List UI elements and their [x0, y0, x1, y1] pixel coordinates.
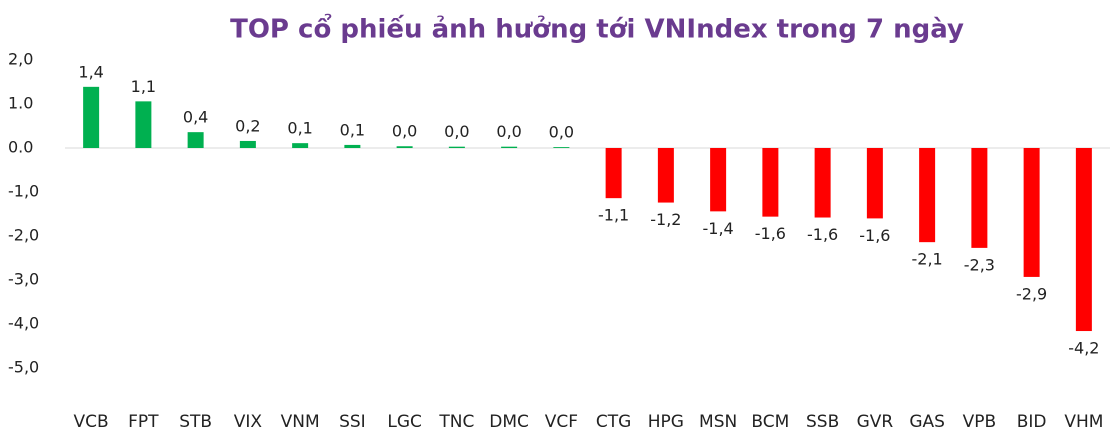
y-tick-label: -5,0	[8, 358, 39, 377]
bar	[553, 147, 570, 148]
bar	[135, 101, 152, 148]
bar	[292, 143, 309, 148]
value-label: -2,1	[912, 250, 943, 269]
bar	[187, 132, 204, 148]
value-label: -1,6	[859, 226, 890, 245]
bar	[710, 148, 727, 212]
x-tick-label: VPB	[963, 412, 997, 432]
x-tick-label: STB	[179, 412, 212, 432]
bar	[501, 146, 518, 148]
x-tick-label: DMC	[489, 412, 529, 432]
y-tick-label: -4,0	[8, 314, 39, 333]
value-label: 0,2	[235, 116, 260, 135]
x-tick-label: CTG	[596, 412, 631, 432]
x-tick-label: GAS	[909, 412, 945, 432]
y-tick-label: 0.0	[8, 138, 33, 157]
x-tick-label: VNM	[281, 412, 320, 432]
y-tick-label: -2,0	[8, 226, 39, 245]
value-label: -1,6	[755, 224, 786, 243]
value-label: -2,3	[964, 255, 995, 274]
x-tick-label: BID	[1017, 412, 1047, 432]
bar	[448, 146, 465, 148]
value-label: 0,0	[549, 123, 574, 142]
x-tick-label: VCB	[74, 412, 109, 432]
value-label: 1,1	[131, 77, 156, 96]
bar	[396, 146, 413, 148]
bar	[814, 148, 831, 218]
x-tick-label: HPG	[648, 412, 684, 432]
x-tick-label: SSB	[806, 412, 839, 432]
bar	[83, 86, 100, 148]
x-tick-label: FPT	[128, 412, 159, 432]
value-label: -1,1	[598, 206, 629, 225]
bar	[344, 144, 361, 148]
value-label: 0,4	[183, 108, 208, 127]
bar	[866, 148, 883, 219]
x-tick-label: VHM	[1064, 412, 1103, 432]
value-label: -4,2	[1068, 339, 1099, 358]
y-tick-label: 1.0	[8, 94, 33, 113]
bar	[919, 148, 936, 243]
bar	[971, 148, 988, 248]
x-tick-label: TNC	[438, 412, 474, 432]
bar	[657, 148, 674, 203]
x-tick-label: VCF	[545, 412, 578, 432]
value-label: 0,0	[444, 122, 469, 141]
x-tick-label: LGC	[387, 412, 422, 432]
y-tick-label: 2,0	[8, 50, 33, 69]
value-label: 0,1	[340, 120, 365, 139]
value-label: 0,1	[287, 119, 312, 138]
value-label: -1,4	[703, 219, 734, 238]
value-label: 0,0	[392, 122, 417, 141]
value-label: -2,9	[1016, 284, 1047, 303]
x-tick-label: BCM	[751, 412, 789, 432]
x-tick-label: SSI	[339, 412, 366, 432]
x-tick-label: VIX	[234, 412, 263, 432]
bar	[1023, 148, 1040, 277]
value-label: -1,2	[650, 210, 681, 229]
bar	[605, 148, 622, 199]
x-tick-label: GVR	[857, 412, 894, 432]
value-label: 1,4	[78, 62, 103, 81]
bar	[239, 140, 256, 148]
value-label: 0,0	[496, 122, 521, 141]
chart-title: TOP cổ phiếu ảnh hưởng tới VNIndex trong…	[230, 12, 964, 45]
x-tick-label: MSN	[699, 412, 737, 432]
bar	[762, 148, 779, 217]
value-label: -1,6	[807, 225, 838, 244]
bar	[1075, 148, 1092, 332]
y-tick-label: -1,0	[8, 182, 39, 201]
y-tick-label: -3,0	[8, 270, 39, 289]
